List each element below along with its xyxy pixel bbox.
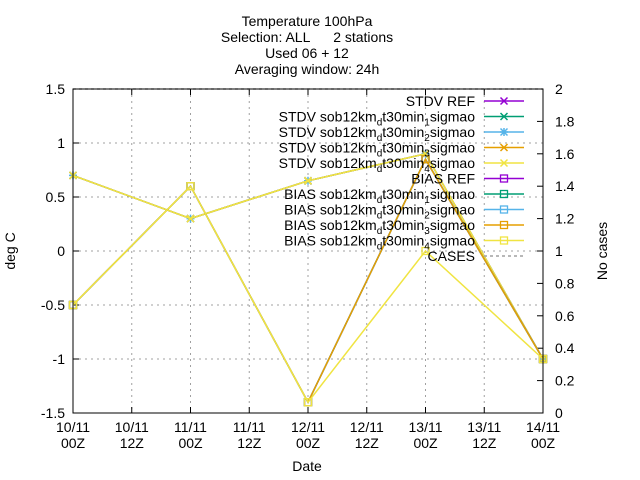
y2-tick-label: 0.6	[555, 308, 575, 324]
y-tick-label: 0	[57, 243, 65, 259]
y2-axis-label: No cases	[594, 222, 610, 280]
y-tick-label: 1	[57, 135, 65, 151]
y2-tick-label: 1.6	[555, 146, 575, 162]
y-tick-label: -0.5	[41, 297, 65, 313]
legend-label: BIAS sob12kmdt30min2sigmao	[284, 202, 475, 222]
y2-tick-label: 1.4	[555, 178, 575, 194]
legend-marker	[499, 189, 509, 199]
legend-item: BIAS REF	[411, 171, 524, 187]
legend-item: BIAS sob12kmdt30min4sigmao	[284, 233, 524, 253]
legend-label: BIAS REF	[411, 171, 475, 187]
x-tick-label: 14/11 00Z	[526, 419, 560, 451]
legend-item: STDV sob12kmdt30min2sigmao	[279, 124, 524, 144]
data-point	[421, 155, 430, 164]
legend-label: BIAS sob12kmdt30min4sigmao	[284, 233, 475, 253]
data-point	[421, 246, 430, 256]
legend-label: STDV sob12kmdt30min2sigmao	[279, 124, 476, 144]
y2-tick-label: 0.4	[555, 340, 575, 356]
legend-marker	[499, 143, 509, 152]
y2-tick-label: 1.8	[555, 113, 575, 129]
legend-marker	[499, 205, 509, 214]
data-point	[303, 176, 313, 185]
x-tick-label: 12/11 12Z	[350, 419, 384, 451]
data-point	[303, 398, 313, 407]
legend-marker	[499, 112, 509, 121]
legend-item: CASES	[428, 248, 524, 264]
legend-item: BIAS sob12kmdt30min1sigmao	[284, 186, 524, 206]
plot-frame	[72, 88, 544, 414]
title-line-1: Temperature 100hPa	[242, 13, 373, 29]
legend-label: STDV sob12kmdt30min3sigmao	[279, 140, 476, 160]
data-point	[186, 214, 195, 223]
y-tick-label: 0.5	[46, 189, 66, 205]
y-tick-label: -1	[53, 351, 66, 367]
x-tick-label: 10/11 12Z	[115, 419, 149, 451]
series-line	[72, 184, 544, 404]
title-line-2: Selection: ALL 2 stations	[221, 29, 393, 45]
legend-marker	[499, 96, 509, 106]
legend-marker	[499, 236, 509, 245]
y2-tick-label: 0	[555, 405, 563, 421]
title-line-3: Used 06 + 12	[265, 45, 349, 61]
legend-item: STDV REF	[406, 93, 524, 109]
x-axis-label: Date	[292, 458, 322, 474]
legend-item: STDV sob12kmdt30min1sigmao	[279, 109, 524, 129]
tick-labels: 10/11 00Z 10/11 12Z 11/11 00Z 11/11 12Z 12/11 00Z…	[41, 81, 575, 451]
legend-marker	[499, 127, 509, 137]
chart-title: Temperature 100hPa Selection: ALL 2 stat…	[221, 13, 393, 77]
legend-label: BIAS sob12kmdt30min3sigmao	[284, 217, 475, 237]
y-tick-label: -1.5	[41, 405, 65, 421]
x-tick-label: 11/11 00Z	[174, 419, 207, 451]
y2-tick-label: 0.8	[555, 275, 575, 291]
x-tick-label: 13/11 00Z	[409, 419, 443, 451]
legend-label: STDV sob12kmdt30min1sigmao	[279, 109, 476, 129]
y2-tick-label: 1	[555, 243, 563, 259]
y2-tick-label: 0.2	[555, 373, 575, 389]
legend-marker	[499, 174, 509, 183]
title-line-4: Averaging window: 24h	[235, 61, 380, 77]
legend-item: BIAS sob12kmdt30min3sigmao	[284, 217, 524, 237]
y-tick-label: 1.5	[46, 81, 66, 97]
legend-item: STDV sob12kmdt30min3sigmao	[279, 140, 524, 160]
y2-tick-label: 1.2	[555, 211, 575, 227]
legend-marker	[499, 158, 509, 168]
legend-label: BIAS sob12kmdt30min1sigmao	[284, 186, 475, 206]
x-tick-label: 12/11 00Z	[291, 419, 325, 451]
legend-item: STDV sob12kmdt30min4sigmao	[279, 155, 524, 175]
x-tick-label: 11/11 12Z	[233, 419, 266, 451]
legend-item: BIAS sob12kmdt30min2sigmao	[284, 202, 524, 222]
legend-label: STDV sob12kmdt30min4sigmao	[279, 155, 476, 175]
legend-label: STDV REF	[406, 93, 475, 109]
legend-marker	[499, 220, 509, 230]
x-tick-label: 10/11 00Z	[56, 419, 90, 451]
data-point	[186, 182, 195, 191]
y2-tick-label: 2	[555, 81, 563, 97]
legend-label: CASES	[428, 248, 475, 264]
y-axis-label: deg C	[2, 232, 18, 269]
x-tick-label: 13/11 12Z	[467, 419, 501, 451]
